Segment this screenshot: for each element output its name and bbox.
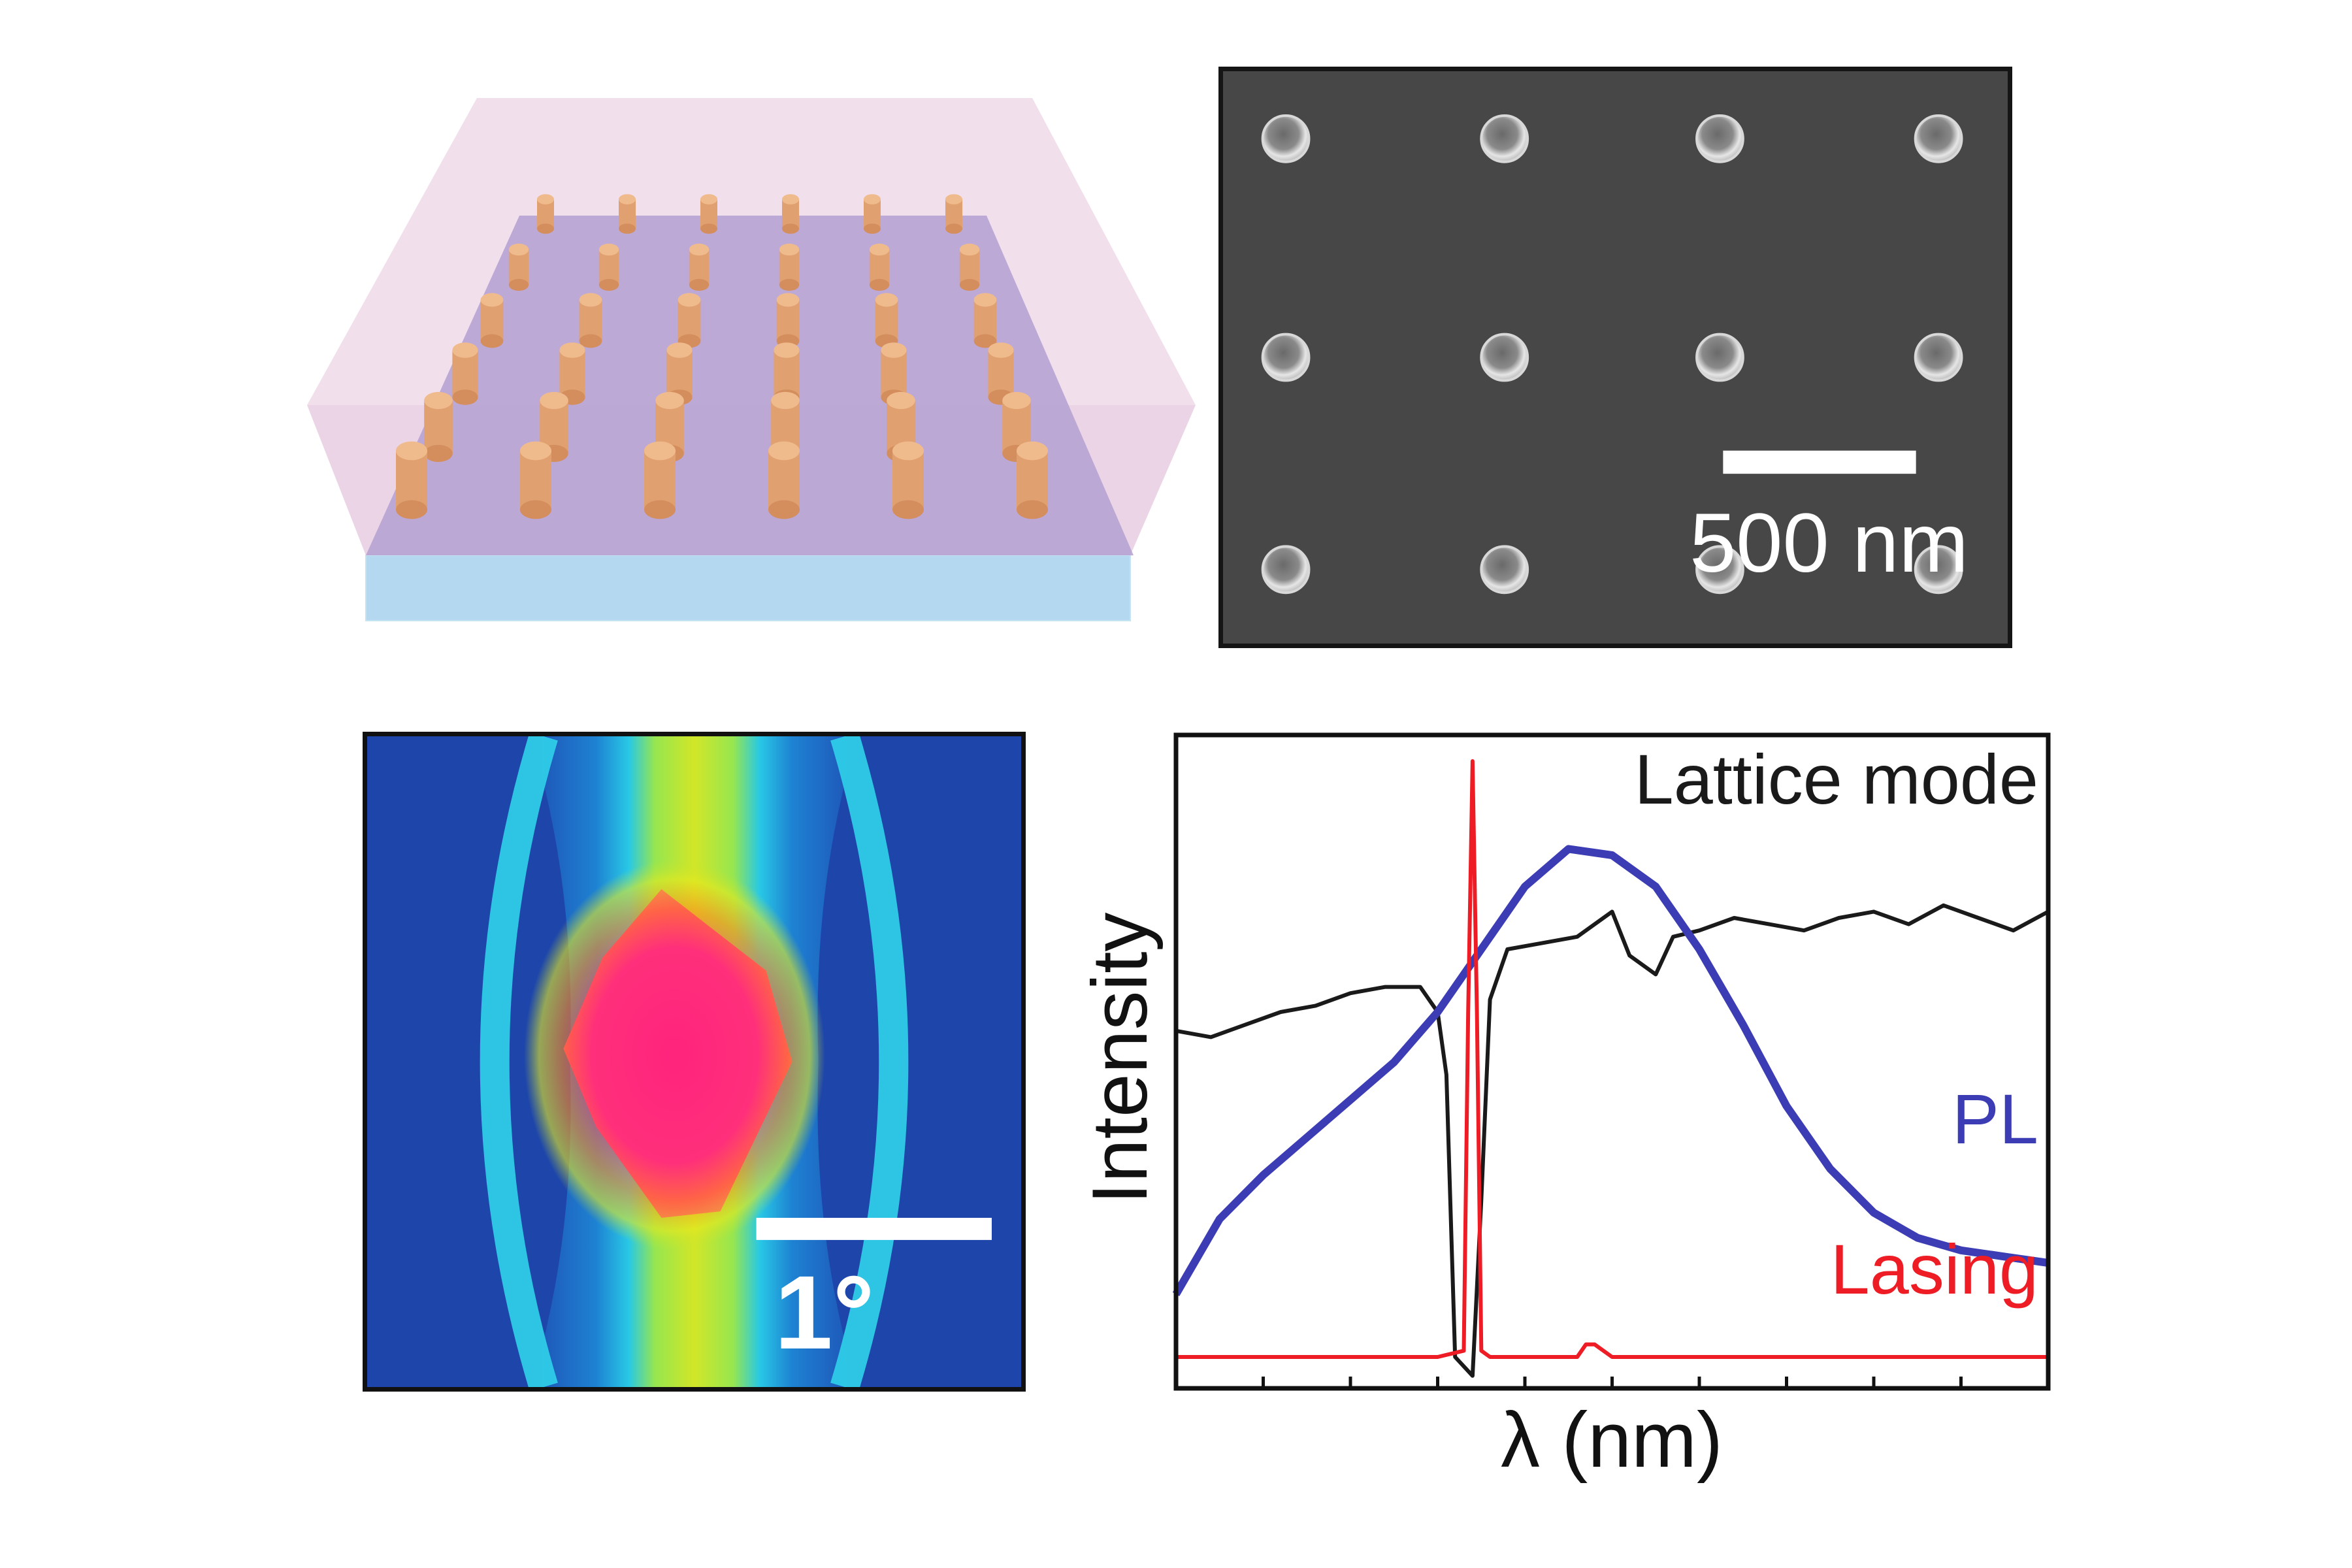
nanoparticle-pillar <box>480 293 504 348</box>
nanoparticle-pillar <box>689 243 710 291</box>
nanoparticle-pillar <box>892 441 924 519</box>
sem-image-drawing <box>1261 114 1963 595</box>
sem-nanoparticles <box>1261 114 1963 595</box>
schematic-layers <box>307 98 1196 621</box>
nanoparticle-pillar <box>779 243 800 291</box>
nanoparticle-pillar <box>768 441 800 519</box>
sem-nanoparticle <box>1914 333 1963 382</box>
far-field-heatmap <box>367 736 1021 1387</box>
sem-nanoparticle <box>1695 333 1744 382</box>
sem-nanoparticle <box>1695 545 1744 595</box>
nanoparticle-pillar <box>579 293 602 348</box>
sem-nanoparticle <box>1261 114 1311 163</box>
nanoparticle-pillar <box>508 243 529 291</box>
series-line-pl <box>1172 845 2049 1297</box>
nanoparticle-pillar <box>537 194 554 234</box>
x-axis-ticks <box>1262 1377 1963 1388</box>
nanoparticle-pillar <box>1017 441 1048 519</box>
far-field-center-glow <box>524 860 825 1250</box>
sem-scale-bar <box>1723 450 1916 474</box>
nanoparticle-pillar <box>776 293 800 348</box>
lattice-schematic <box>307 91 1196 634</box>
far-field-scale-bar <box>756 1218 992 1240</box>
nanoparticle-pillar <box>700 194 717 234</box>
nanoparticle-pillar <box>452 342 478 405</box>
series-labels: Lattice mode PL Lasing <box>1635 740 2038 1309</box>
far-field-scale-bar-label: 1° <box>774 1254 875 1371</box>
sem-nanoparticle <box>1914 114 1963 163</box>
substrate-front <box>365 555 1131 621</box>
spectrum-chart-svg: λ (nm) Intensity Lattice mode PL Lasing <box>1076 732 2051 1484</box>
nanoparticle-pillar <box>973 293 997 348</box>
sem-scale-bar-label: 500 nm <box>1690 497 1968 590</box>
nanoparticle-array <box>396 194 1048 519</box>
sem-nanoparticle <box>1480 114 1529 163</box>
nanoparticle-pillar <box>864 194 881 234</box>
nanoparticle-pillar <box>945 194 962 234</box>
nanoparticle-pillar <box>598 243 619 291</box>
nanoparticle-pillar <box>782 194 799 234</box>
nanoparticle-pillar <box>678 293 701 348</box>
nanoparticle-pillar <box>959 243 980 291</box>
sem-nanoparticle <box>1261 333 1311 382</box>
sem-nanoparticle <box>1261 545 1311 595</box>
nanoparticle-pillar <box>619 194 636 234</box>
series-label-lattice-mode: Lattice mode <box>1635 740 2038 819</box>
series-line-lasing <box>1176 759 2048 1359</box>
far-field-pattern: 1° <box>363 732 1026 1392</box>
far-field-cyan-edge <box>480 736 558 1387</box>
nanoparticle-pillar <box>396 441 427 519</box>
y-axis-label: Intensity <box>1076 913 1164 1205</box>
series-label-lasing: Lasing <box>1831 1230 2038 1309</box>
lattice-schematic-drawing <box>307 98 1196 621</box>
nanoparticle-pillar <box>644 441 676 519</box>
sem-nanoparticle <box>1695 114 1744 163</box>
sem-nanoparticle <box>1480 545 1529 595</box>
nanoparticle-pillar <box>875 293 898 348</box>
nanoparticle-pillar <box>869 243 890 291</box>
nanoparticle-pillar <box>988 342 1014 405</box>
nanoparticle-pillar <box>424 391 453 463</box>
series-label-pl: PL <box>1952 1079 2038 1158</box>
sem-nanoparticle <box>1914 545 1963 595</box>
chart-series-group <box>1172 759 2050 1378</box>
film-top <box>366 216 1134 555</box>
x-axis-label: λ (nm) <box>1501 1396 1723 1484</box>
sem-image: 500 nm <box>1218 67 2012 648</box>
nanoparticle-pillar <box>540 391 568 463</box>
far-field-cyan-edge <box>830 736 909 1387</box>
series-line-lattice-mode <box>1175 903 2050 1378</box>
spectrum-chart: λ (nm) Intensity Lattice mode PL Lasing <box>1045 719 2065 1509</box>
nanoparticle-pillar <box>520 441 551 519</box>
sem-nanoparticle <box>1480 333 1529 382</box>
